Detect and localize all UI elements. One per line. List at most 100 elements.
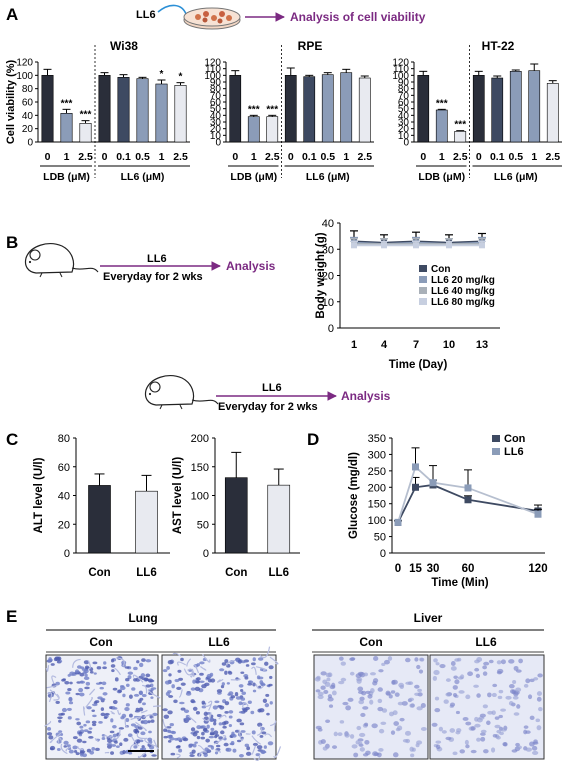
nucleus <box>393 721 400 726</box>
nucleus <box>315 725 322 730</box>
nucleus <box>112 725 117 729</box>
y-tick-label: 150 <box>191 462 209 474</box>
nucleus <box>150 719 155 723</box>
chart-title: HT-22 <box>482 39 515 53</box>
nucleus <box>373 655 379 662</box>
nucleus <box>166 735 172 739</box>
image-label-liver-con: Con <box>359 635 382 649</box>
nucleus <box>203 716 209 720</box>
nucleus <box>96 666 102 670</box>
tissue-texture <box>44 656 161 759</box>
nucleus <box>203 753 208 758</box>
alveolar-wall <box>242 702 249 708</box>
nucleus <box>497 668 504 674</box>
nucleus <box>349 671 355 676</box>
significance-mark: * <box>160 69 164 80</box>
nucleus <box>55 681 60 686</box>
alveolar-wall <box>255 684 265 690</box>
micrograph-lung-con <box>44 654 161 760</box>
nucleus <box>252 682 256 687</box>
alveolar-wall <box>65 746 71 752</box>
nucleus <box>214 751 219 755</box>
nucleus <box>454 679 460 685</box>
nucleus <box>529 715 535 721</box>
chart-alt: 0 20 40 60 80 ALT level (U/l) Con LL6 <box>33 433 170 579</box>
x-tick-label: Con <box>88 567 110 579</box>
nucleus <box>190 727 196 732</box>
y-tick-label: 30 <box>322 244 334 256</box>
bar <box>284 75 297 143</box>
nucleus <box>69 681 73 685</box>
y-tick-label: 90 <box>398 78 410 89</box>
nucleus <box>377 698 383 704</box>
nucleus <box>201 700 206 705</box>
nucleus <box>199 661 205 665</box>
nucleus <box>256 745 263 750</box>
nucleus <box>122 750 126 755</box>
y-tick-label: 50 <box>197 519 209 531</box>
nucleus <box>87 730 92 734</box>
y-tick-label: 10 <box>398 131 410 142</box>
nucleus <box>72 736 78 740</box>
nucleus <box>390 730 396 735</box>
nucleus <box>221 662 227 666</box>
nucleus <box>492 734 498 738</box>
y-tick-label: 10 <box>210 131 222 142</box>
bar <box>321 74 334 143</box>
legend-label: LL6 80 mg/kg <box>431 297 495 308</box>
alveolar-wall <box>45 665 50 672</box>
nucleus <box>244 676 249 680</box>
micrograph-frame <box>313 654 429 760</box>
nucleus <box>240 688 244 692</box>
nucleus <box>450 666 457 671</box>
nucleus <box>238 684 244 688</box>
legend-swatch <box>492 448 500 455</box>
nucleus <box>103 661 107 665</box>
nucleus <box>452 685 458 690</box>
bar <box>267 484 291 554</box>
nucleus <box>72 745 78 750</box>
alveolar-wall <box>230 677 241 681</box>
nucleus <box>327 697 334 702</box>
nucleus <box>342 701 349 706</box>
alveolar-wall <box>142 684 148 694</box>
nucleus <box>141 693 147 698</box>
nucleus <box>392 752 399 758</box>
nucleus <box>536 691 543 696</box>
panel-label-b: B <box>6 233 18 252</box>
nucleus <box>252 689 257 693</box>
nucleus <box>237 659 242 664</box>
nucleus <box>75 692 80 696</box>
alveolar-wall <box>60 743 68 755</box>
nucleus <box>66 707 72 712</box>
nucleus <box>364 739 370 745</box>
y-tick-label: 60 <box>22 98 34 109</box>
nucleus <box>536 696 542 702</box>
nucleus <box>450 660 456 667</box>
nucleus <box>140 673 146 678</box>
nucleus <box>491 692 497 698</box>
nucleus <box>120 716 125 720</box>
nucleus <box>358 741 363 746</box>
y-tick-label: 0 <box>380 548 386 560</box>
nucleus <box>219 668 225 672</box>
nucleus <box>57 716 63 720</box>
x-tick-label: 0 <box>102 151 108 163</box>
nucleus <box>192 743 197 748</box>
alveolar-wall <box>137 752 147 759</box>
nucleus <box>533 739 538 744</box>
nucleus <box>491 710 496 716</box>
nucleus <box>93 672 97 675</box>
nucleus <box>76 665 82 669</box>
y-tick-label: 80 <box>22 84 34 95</box>
nucleus <box>439 664 446 669</box>
alveolar-wall <box>144 737 157 747</box>
nucleus <box>228 715 233 719</box>
alveolar-wall <box>143 714 155 719</box>
lung-header: Lung <box>128 611 157 625</box>
nucleus <box>438 726 444 732</box>
nucleus <box>494 724 501 729</box>
nucleus <box>405 738 411 744</box>
nucleus <box>185 692 192 696</box>
nucleus <box>259 734 264 738</box>
